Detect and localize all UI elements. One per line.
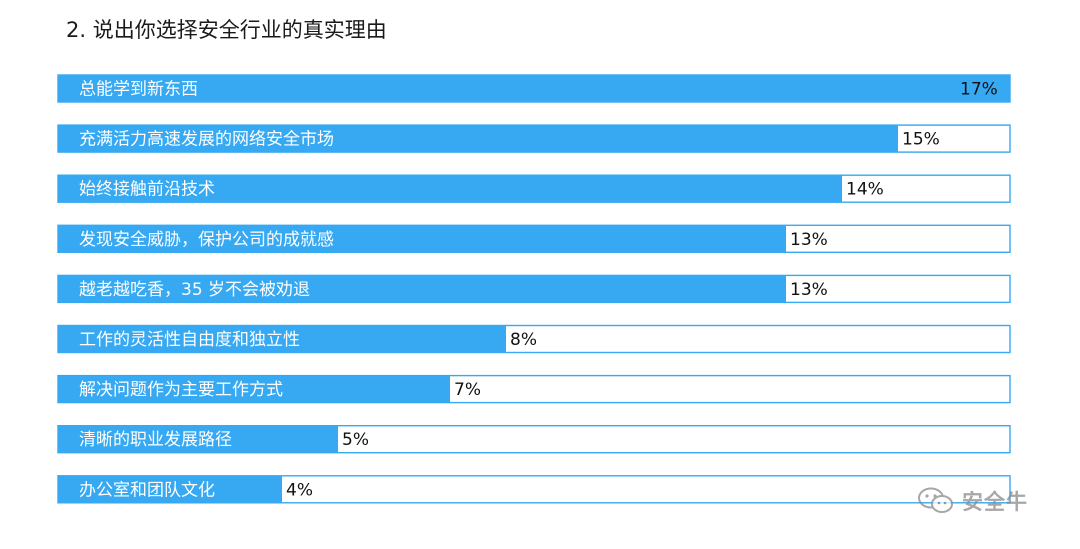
value-label: 8% [510,330,537,350]
value-label-box [899,126,947,151]
bar [58,125,898,153]
value-label-box [339,427,387,452]
category-label: 解决问题作为主要工作方式 [79,380,283,400]
bar [58,325,506,353]
value-label: 5% [342,430,369,450]
value-label-box [451,377,499,402]
value-label: 14% [846,180,884,200]
bar [58,175,842,203]
watermark: 安全牛 [916,484,1028,518]
category-label: 工作的灵活性自由度和独立性 [79,330,300,350]
category-label: 办公室和团队文化 [79,480,215,500]
value-label: 17% [960,80,998,100]
value-label-box [507,327,555,351]
watermark-text: 安全牛 [962,490,1028,514]
bar [58,425,338,453]
value-label-box [787,276,835,301]
value-label: 7% [454,380,481,400]
category-label: 充满活力高速发展的网络安全市场 [79,130,334,150]
category-label: 发现安全威胁，保护公司的成就感 [79,230,334,250]
category-label: 总能学到新东西 [79,80,198,100]
value-label: 13% [790,280,828,300]
value-label-box [843,176,891,201]
bar [58,225,786,253]
category-label: 清晰的职业发展路径 [79,430,232,450]
value-label: 15% [902,130,940,150]
bar [58,275,786,303]
category-label: 越老越吃香，35 岁不会被劝退 [79,280,310,300]
bar [58,75,1010,102]
chart-title: 2. 说出你选择安全行业的真实理由 [66,18,387,42]
bar [58,475,282,503]
bar [58,375,450,403]
wechat-icon [918,487,953,513]
value-label: 4% [286,480,313,500]
value-label-box [283,477,331,502]
value-label-box [787,226,835,251]
value-label: 13% [790,230,828,250]
category-label: 始终接触前沿技术 [79,180,215,200]
